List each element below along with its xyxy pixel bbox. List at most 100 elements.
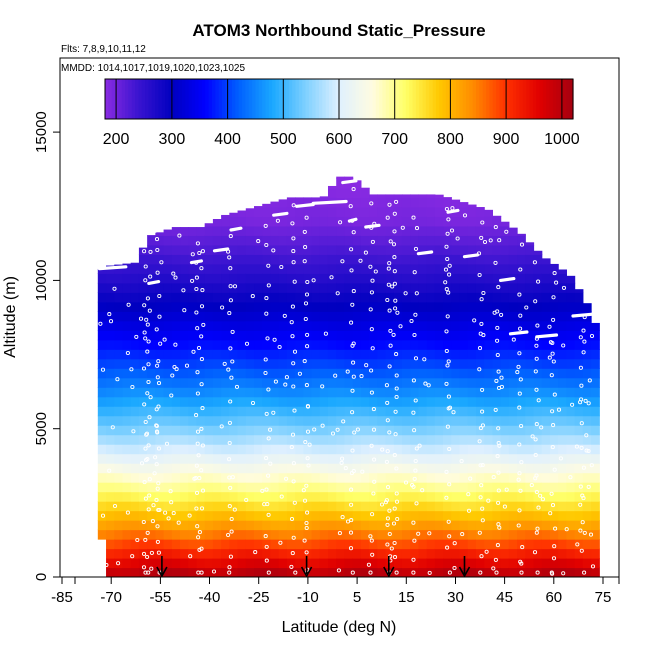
heatmap-cell	[237, 368, 247, 379]
heatmap-cell	[360, 491, 370, 502]
heatmap-cell	[311, 377, 321, 388]
heatmap-cell	[360, 377, 370, 388]
sample-point	[451, 410, 456, 415]
heatmap-cell	[319, 539, 329, 550]
heatmap-cell	[385, 567, 395, 577]
heatmap-cell	[344, 206, 354, 217]
sample-point	[143, 336, 148, 341]
sample-point	[582, 339, 587, 344]
sample-point	[561, 285, 567, 290]
sample-point	[394, 466, 399, 471]
heatmap-cell	[500, 339, 510, 350]
heatmap-cell	[180, 235, 189, 246]
heatmap-cell	[582, 501, 592, 512]
heatmap-cell	[163, 311, 173, 322]
heatmap-cell	[459, 244, 469, 255]
heatmap-cell	[369, 206, 378, 217]
heatmap-cell	[434, 434, 444, 445]
colorbar-segment	[496, 79, 501, 119]
heatmap-cell	[245, 396, 255, 407]
sample-point	[414, 446, 419, 451]
sample-point	[578, 365, 583, 370]
heatmap-cell	[336, 339, 346, 350]
heatmap-cell	[566, 396, 576, 407]
sample-point	[171, 511, 176, 516]
sample-point	[524, 305, 529, 310]
sample-point	[211, 569, 217, 574]
heatmap-cell	[138, 453, 148, 464]
heatmap-cell	[475, 254, 485, 265]
heatmap-cell	[262, 273, 272, 284]
sample-point	[155, 247, 160, 253]
heatmap-cell	[459, 472, 469, 483]
heatmap-cell	[196, 339, 206, 350]
heatmap-cell	[327, 263, 337, 274]
heatmap-cell	[122, 463, 132, 474]
heatmap-cell	[558, 330, 567, 341]
heatmap-cell	[582, 406, 592, 417]
heatmap-cell	[377, 377, 387, 388]
sample-point	[194, 506, 199, 511]
heatmap-cell	[500, 520, 510, 531]
sample-point	[146, 379, 151, 385]
heatmap-cell	[254, 206, 263, 217]
colorbar-segment	[218, 79, 223, 119]
heatmap-cell	[533, 358, 543, 369]
colorbar-segment	[295, 79, 300, 119]
heatmap-cell	[434, 520, 444, 531]
heatmap-cell	[451, 434, 461, 445]
heatmap-cell	[336, 548, 346, 559]
heatmap-cell	[344, 263, 354, 274]
heatmap-cell	[155, 491, 165, 502]
heatmap-cell	[319, 235, 329, 246]
heatmap-cell	[467, 330, 477, 341]
sample-point	[156, 359, 161, 364]
heatmap-cell	[254, 501, 263, 512]
sample-point	[411, 378, 416, 383]
heatmap-cell	[319, 558, 329, 569]
sample-point	[227, 457, 232, 462]
sample-point	[422, 357, 427, 362]
heatmap-cell	[434, 282, 444, 293]
heatmap-cell	[385, 491, 395, 502]
heatmap-cell	[196, 482, 206, 493]
heatmap-cell	[558, 396, 567, 407]
heatmap-cell	[484, 444, 493, 455]
sample-point	[550, 503, 556, 508]
heatmap-cell	[237, 510, 247, 521]
heatmap-cell	[443, 349, 452, 360]
heatmap-cell	[426, 425, 436, 436]
sample-point	[447, 263, 452, 268]
sample-point	[517, 405, 522, 410]
heatmap-cell	[336, 387, 346, 398]
sample-point	[232, 507, 237, 512]
sample-point	[519, 570, 524, 575]
sample-point	[336, 568, 341, 573]
heatmap-cell	[204, 254, 214, 265]
heatmap-cell	[410, 301, 420, 312]
heatmap-cell	[385, 444, 395, 455]
heatmap-cell	[270, 206, 280, 217]
sample-point	[385, 297, 390, 303]
heatmap-cell	[155, 425, 165, 436]
heatmap-cell	[591, 472, 600, 483]
sample-point	[481, 290, 486, 296]
heatmap-cell	[286, 434, 296, 445]
heatmap-cell	[508, 292, 518, 303]
sample-point	[479, 554, 484, 559]
heatmap-cell	[122, 491, 132, 502]
heatmap-cell	[303, 263, 313, 274]
heatmap-cell	[212, 472, 222, 483]
heatmap-cell	[204, 225, 214, 236]
heatmap-cell	[171, 227, 181, 236]
heatmap-cell	[451, 387, 461, 398]
x-tick-label: -10	[297, 589, 319, 606]
sample-point	[412, 538, 417, 543]
sample-point	[392, 255, 397, 260]
heatmap-cell	[336, 263, 346, 274]
heatmap-cell	[138, 368, 148, 379]
heatmap-cell	[254, 273, 263, 284]
heatmap-cell	[163, 358, 173, 369]
heatmap-cell	[418, 444, 428, 455]
heatmap-cell	[163, 482, 173, 493]
